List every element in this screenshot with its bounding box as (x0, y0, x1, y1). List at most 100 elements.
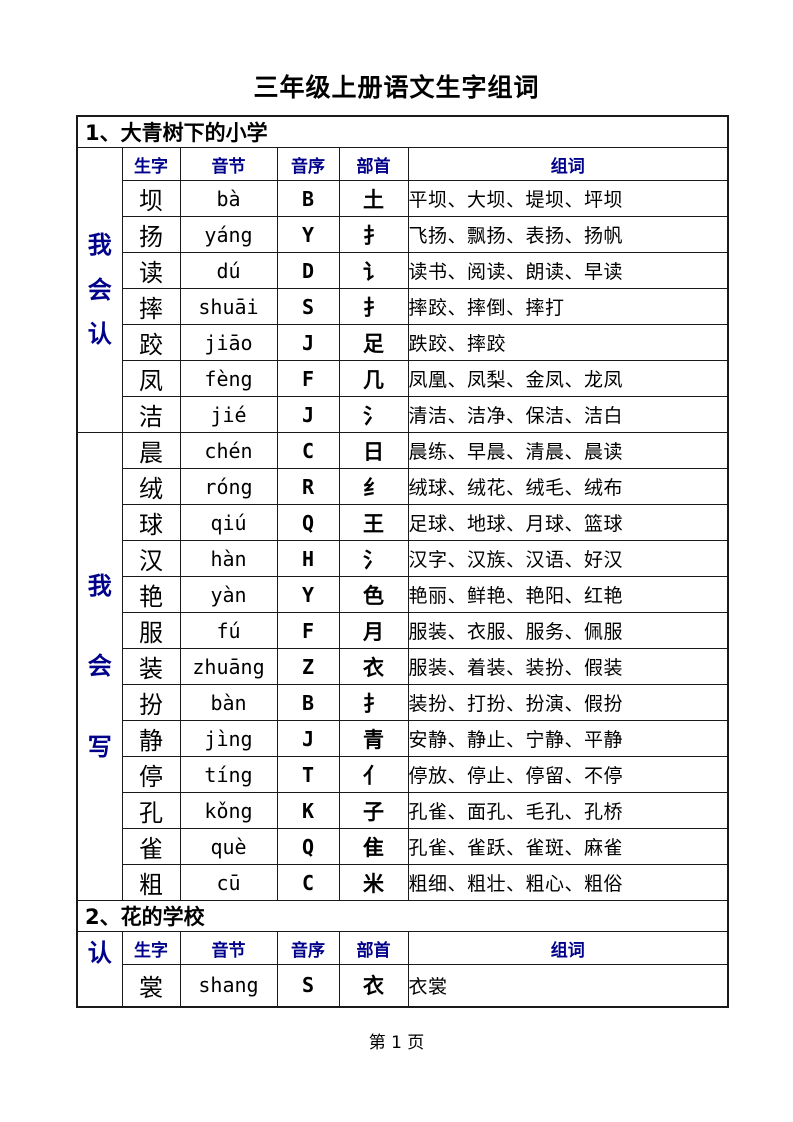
words-cell: 安静、静止、宁静、平静 (407, 720, 729, 757)
side-label-ren: 认 (76, 931, 123, 1007)
hanzi-cell: 跤 (121, 324, 181, 361)
initial-cell: Q (276, 504, 340, 541)
words-cell: 停放、停止、停留、不停 (407, 756, 729, 793)
hanzi-cell: 读 (121, 252, 181, 289)
hanzi-cell: 静 (121, 720, 181, 757)
words-cell: 汉字、汉族、汉语、好汉 (407, 540, 729, 577)
words-cell: 孔雀、雀跃、雀斑、麻雀 (407, 828, 729, 865)
initial-cell: J (276, 324, 340, 361)
hanzi-cell: 停 (121, 756, 181, 793)
pinyin-cell: qiú (179, 504, 278, 541)
words-cell: 服装、衣服、服务、佩服 (407, 612, 729, 649)
table-row: 扮 bàn B 扌 装扮、打扮、扮演、假扮 (77, 684, 729, 721)
radical-cell: 隹 (338, 828, 409, 865)
pinyin-cell: jìng (179, 720, 278, 757)
table-row: 跤 jiāo J 足 跌跤、摔跤 (77, 324, 729, 361)
words-cell: 摔跤、摔倒、摔打 (407, 288, 729, 325)
initial-cell: Y (276, 576, 340, 613)
words-cell: 衣裳 (407, 964, 729, 1007)
pinyin-cell: kǒng (179, 792, 278, 829)
pinyin-cell: fèng (179, 360, 278, 397)
hanzi-cell: 艳 (121, 576, 181, 613)
radical-cell: 色 (338, 576, 409, 613)
words-cell: 孔雀、面孔、毛孔、孔桥 (407, 792, 729, 829)
hanzi-cell: 雀 (121, 828, 181, 865)
page-title: 三年级上册语文生字组词 (253, 73, 540, 102)
table-row: 球 qiú Q 王 足球、地球、月球、篮球 (77, 504, 729, 541)
pinyin-cell: yàn (179, 576, 278, 613)
section-1-title: 1、大青树下的小学 (76, 115, 729, 148)
col-header-words: 组词 (407, 147, 729, 181)
radical-cell: 氵 (338, 396, 409, 433)
hanzi-cell: 裳 (121, 964, 181, 1007)
side-label-text: 我会写 (87, 571, 112, 761)
pinyin-cell: shang (179, 964, 278, 1007)
table-row: 我会写 晨 chén C 日 晨练、早晨、清晨、晨读 (76, 432, 729, 901)
col-header-radical: 部首 (338, 147, 409, 181)
pinyin-cell: zhuāng (179, 648, 278, 685)
radical-cell: 月 (338, 612, 409, 649)
hanzi-cell: 孔 (121, 792, 181, 829)
pinyin-cell: cū (179, 864, 278, 901)
col-header-radical: 部首 (338, 931, 409, 965)
hanzi-cell: 洁 (121, 396, 181, 433)
words-cell: 绒球、绒花、绒毛、绒布 (407, 468, 729, 505)
radical-cell: 米 (338, 864, 409, 901)
pinyin-cell: tíng (179, 756, 278, 793)
radical-cell: 扌 (338, 288, 409, 325)
radical-cell: 扌 (338, 216, 409, 253)
col-header-pinyin: 音节 (179, 147, 278, 181)
initial-cell: C (276, 432, 340, 469)
words-cell: 跌跤、摔跤 (407, 324, 729, 361)
initial-cell: R (276, 468, 340, 505)
words-cell: 装扮、打扮、扮演、假扮 (407, 684, 729, 721)
side-label-wohui-ren: 我会认 (76, 147, 123, 433)
pinyin-cell: shuāi (179, 288, 278, 325)
hanzi-cell: 坝 (121, 180, 181, 217)
radical-cell: 子 (338, 792, 409, 829)
table-row: 孔 kǒng K 子 孔雀、面孔、毛孔、孔桥 (77, 792, 729, 829)
radical-cell: 王 (338, 504, 409, 541)
initial-cell: B (276, 684, 340, 721)
radical-cell: 青 (338, 720, 409, 757)
table-row: 洁 jié J 氵 清洁、洁净、保洁、洁白 (77, 396, 729, 433)
side-label-wohui-xie: 我会写 (76, 432, 123, 901)
table-row: 裳 shang S 衣 衣裳 (77, 964, 729, 1007)
radical-cell: 纟 (338, 468, 409, 505)
initial-cell: F (276, 612, 340, 649)
pinyin-cell: hàn (179, 540, 278, 577)
radical-cell: 衣 (338, 964, 409, 1007)
col-header-pinyin: 音节 (179, 931, 278, 965)
radical-cell: 氵 (338, 540, 409, 577)
words-cell: 艳丽、鲜艳、艳阳、红艳 (407, 576, 729, 613)
page-number: 第 1 页 (368, 1033, 425, 1053)
words-cell: 凤凰、凤梨、金凤、龙凤 (407, 360, 729, 397)
table-row: 读 dú D 讠 读书、阅读、朗读、早读 (77, 252, 729, 289)
table-row: 绒 róng R 纟 绒球、绒花、绒毛、绒布 (77, 468, 729, 505)
hanzi-cell: 绒 (121, 468, 181, 505)
section-2-title: 2、花的学校 (76, 900, 729, 932)
words-cell: 飞扬、飘扬、表扬、扬帆 (407, 216, 729, 253)
col-header-initial: 音序 (276, 147, 340, 181)
hanzi-cell: 装 (121, 648, 181, 685)
table-row: 坝 bà B 土 平坝、大坝、堤坝、坪坝 (77, 180, 729, 217)
col-header-hanzi: 生字 (121, 147, 181, 181)
radical-cell: 讠 (338, 252, 409, 289)
hanzi-cell: 摔 (121, 288, 181, 325)
radical-cell: 几 (338, 360, 409, 397)
pinyin-cell: róng (179, 468, 278, 505)
words-cell: 足球、地球、月球、篮球 (407, 504, 729, 541)
initial-cell: D (276, 252, 340, 289)
table-row: 凤 fèng F 几 凤凰、凤梨、金凤、龙凤 (77, 360, 729, 397)
table-row: 停 tíng T 亻 停放、停止、停留、不停 (77, 756, 729, 793)
radical-cell: 足 (338, 324, 409, 361)
radical-cell: 土 (338, 180, 409, 217)
words-cell: 服装、着装、装扮、假装 (407, 648, 729, 685)
initial-cell: Z (276, 648, 340, 685)
initial-cell: B (276, 180, 340, 217)
table-row: 艳 yàn Y 色 艳丽、鲜艳、艳阳、红艳 (77, 576, 729, 613)
table-row: 服 fú F 月 服装、衣服、服务、佩服 (77, 612, 729, 649)
words-cell: 读书、阅读、朗读、早读 (407, 252, 729, 289)
hanzi-cell: 晨 (121, 432, 181, 469)
pinyin-cell: fú (179, 612, 278, 649)
